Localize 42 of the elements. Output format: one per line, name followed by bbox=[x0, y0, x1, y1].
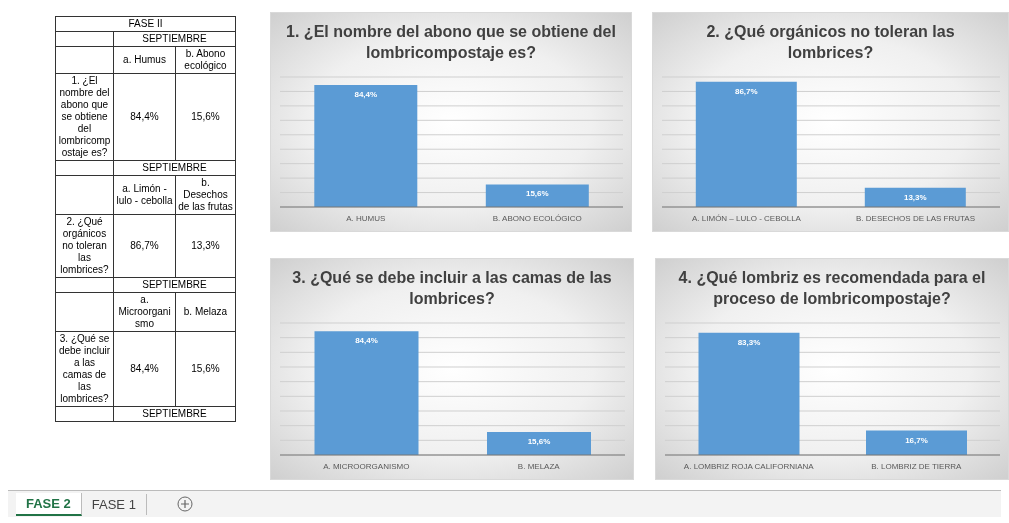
chart-title: 2. ¿Qué orgánicos no toleran las lombrices? bbox=[706, 23, 955, 61]
text: 3. ¿Qué se debe incluir a las camas de las lombrices? bbox=[58, 333, 111, 404]
text: 15,6% bbox=[191, 363, 220, 374]
data-label: 13,3% bbox=[903, 192, 927, 202]
text: 13,3% bbox=[191, 240, 220, 251]
text: SEPTIEMBRE bbox=[142, 279, 207, 290]
text: SEPTIEMBRE bbox=[142, 33, 207, 44]
x-tick-label: A. LIMÓN – LULO - CEBOLLA bbox=[692, 213, 802, 223]
x-tick-label: B. ABONO ECOLÓGICO bbox=[492, 213, 582, 223]
text: 15,6% bbox=[191, 111, 220, 122]
data-label: 16,7% bbox=[905, 435, 928, 445]
text: FASE 1 bbox=[91, 496, 136, 512]
data-label: 83,3% bbox=[737, 337, 761, 347]
data-label: 15,6% bbox=[527, 437, 551, 447]
chart-title: 4. ¿Qué lombriz es recomendada para el proceso de lombricompostaje? bbox=[678, 269, 986, 307]
text: 86,7% bbox=[130, 240, 159, 251]
text: SEPTIEMBRE bbox=[142, 162, 207, 173]
text: a. Microorganismo bbox=[118, 294, 171, 329]
text: 1. ¿El nombre del abono que se obtiene del lombricompostaje es? bbox=[58, 75, 111, 158]
x-tick-label: B. DESECHOS DE LAS FRUTAS bbox=[856, 213, 975, 223]
x-tick-label: B. LOMBRIZ DE TIERRA bbox=[871, 461, 962, 471]
text: 84,4% bbox=[130, 111, 159, 122]
data-label: 86,7% bbox=[734, 86, 758, 96]
text: b. Desechos de las frutas bbox=[178, 177, 233, 212]
text: SEPTIEMBRE bbox=[142, 408, 207, 419]
data-label: 84,4% bbox=[354, 90, 378, 100]
text: a. Humus bbox=[123, 54, 166, 65]
data-label: 15,6% bbox=[525, 189, 549, 199]
chart-title: 1. ¿El nombre del abono que se obtiene del lombricompostaje es? bbox=[286, 23, 616, 61]
text: FASE 2 bbox=[26, 495, 71, 511]
chart-title: 3. ¿Qué se debe incluir a las camas de las lombrices? bbox=[292, 269, 612, 307]
x-tick-label: A. MICROORGANISMO bbox=[323, 461, 410, 471]
x-tick-label: B. MELAZA bbox=[517, 461, 561, 471]
text: a. Limón - lulo - cebolla bbox=[116, 183, 173, 206]
data-label: 84,4% bbox=[355, 336, 378, 346]
x-tick-label: A. HUMUS bbox=[346, 213, 386, 223]
text: 84,4% bbox=[130, 363, 159, 374]
text: 2. ¿Qué orgánicos no toleran las lombrices? bbox=[60, 216, 109, 275]
text: FASE II bbox=[128, 18, 163, 29]
text: b. Abono ecológico bbox=[184, 48, 227, 71]
text: b. Melaza bbox=[183, 306, 228, 317]
x-tick-label: A. LOMBRIZ ROJA CALIFORNIANA bbox=[683, 461, 815, 471]
